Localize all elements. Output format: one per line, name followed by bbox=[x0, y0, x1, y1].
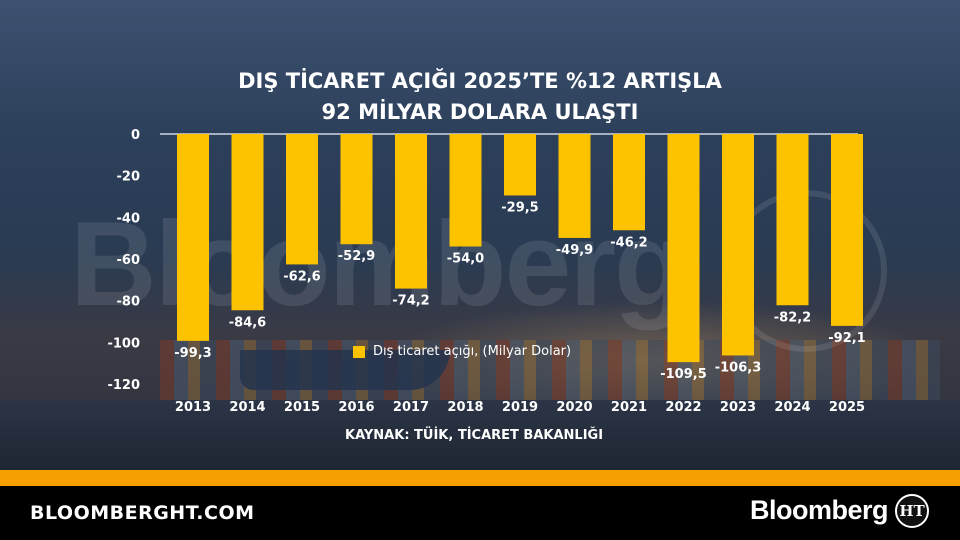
bar-2014 bbox=[231, 134, 264, 311]
data-label-2018: -54,0 bbox=[447, 252, 484, 267]
x-axis-ticks: 2013 2014 2015 2016 2017 2018 2019 2020 2021 2022… bbox=[175, 400, 865, 415]
data-label-2019: -29,5 bbox=[501, 200, 538, 215]
chart-title-line-2: 92 MİLYAR DOLARA ULAŞTI bbox=[321, 100, 639, 124]
x-tick-label: 2019 bbox=[502, 400, 538, 415]
y-tick-label: -40 bbox=[117, 211, 141, 226]
y-tick-label: -120 bbox=[107, 378, 140, 393]
chart-title-line-1: DIŞ TİCARET AÇIĞI 2025’TE %12 ARTIŞLA bbox=[238, 69, 722, 93]
x-tick-label: 2020 bbox=[556, 400, 592, 415]
footer-site-link[interactable]: BLOOMBERGHT.COM bbox=[30, 502, 255, 524]
bar-2023 bbox=[722, 134, 754, 356]
bar-2019 bbox=[504, 134, 536, 196]
data-label-2016: -52,9 bbox=[338, 249, 375, 264]
data-label-2024: -82,2 bbox=[774, 310, 811, 325]
source-note: KAYNAK: TÜİK, TİCARET BAKANLIĞI bbox=[345, 428, 604, 443]
ht-logo-icon: HT bbox=[895, 494, 929, 528]
x-tick-label: 2015 bbox=[284, 400, 320, 415]
bars bbox=[177, 134, 863, 363]
accent-stripe bbox=[0, 470, 960, 486]
x-tick-label: 2025 bbox=[829, 400, 865, 415]
x-tick-label: 2021 bbox=[611, 400, 647, 415]
bar-2015 bbox=[286, 134, 318, 265]
footer: BLOOMBERGHT.COM Bloomberg HT bbox=[0, 486, 960, 540]
x-tick-label: 2024 bbox=[774, 400, 810, 415]
bar-2017 bbox=[395, 134, 427, 289]
y-axis-ticks: 0 -20 -40 -60 -80 -100 -120 bbox=[107, 128, 140, 393]
bar-2021 bbox=[613, 134, 645, 231]
bar-2020 bbox=[558, 134, 591, 238]
x-tick-label: 2022 bbox=[665, 400, 701, 415]
bar-2022 bbox=[667, 134, 700, 363]
data-labels: -99,3 -84,6 -62,6 -52,9 -74,2 -54,0 -29,5 -49,9… bbox=[174, 200, 865, 382]
data-label-2015: -62,6 bbox=[283, 269, 320, 284]
x-tick-label: 2014 bbox=[229, 400, 265, 415]
bar-2013 bbox=[177, 134, 209, 341]
cargo-ship bbox=[240, 350, 450, 390]
data-label-2013: -99,3 bbox=[174, 346, 211, 361]
x-tick-label: 2016 bbox=[338, 400, 374, 415]
y-tick-label: 0 bbox=[131, 128, 140, 143]
y-tick-label: -80 bbox=[117, 295, 141, 310]
data-label-2022: -109,5 bbox=[660, 367, 707, 382]
bar-2016 bbox=[340, 134, 373, 245]
y-tick-label: -100 bbox=[107, 336, 140, 351]
chart-title: DIŞ TİCARET AÇIĞI 2025’TE %12 ARTIŞLA 92… bbox=[170, 66, 790, 128]
x-tick-label: 2017 bbox=[393, 400, 429, 415]
data-label-2014: -84,6 bbox=[229, 315, 266, 330]
bar-chart: 0 -20 -40 -60 -80 -100 -120 -99,3 -84,6 -62,6 -52… bbox=[107, 128, 865, 415]
bar-2018 bbox=[449, 134, 482, 247]
legend-label: Dış ticaret açığı, (Milyar Dolar) bbox=[373, 344, 572, 359]
legend: Dış ticaret açığı, (Milyar Dolar) bbox=[353, 344, 571, 359]
data-label-2021: -46,2 bbox=[610, 235, 647, 250]
data-label-2020: -49,9 bbox=[556, 243, 593, 258]
legend-swatch bbox=[353, 345, 365, 358]
y-tick-label: -60 bbox=[117, 253, 141, 268]
data-label-2023: -106,3 bbox=[715, 360, 762, 375]
bar-2025 bbox=[831, 134, 863, 326]
y-tick-label: -20 bbox=[117, 170, 141, 185]
x-tick-label: 2018 bbox=[447, 400, 483, 415]
data-label-2017: -74,2 bbox=[392, 294, 429, 309]
x-tick-label: 2023 bbox=[720, 400, 756, 415]
x-tick-label: 2013 bbox=[175, 400, 211, 415]
bar-2024 bbox=[776, 134, 809, 306]
data-label-2025: -92,1 bbox=[828, 331, 865, 346]
harbor-water bbox=[0, 400, 960, 470]
footer-brand-logo: Bloomberg bbox=[750, 495, 889, 525]
